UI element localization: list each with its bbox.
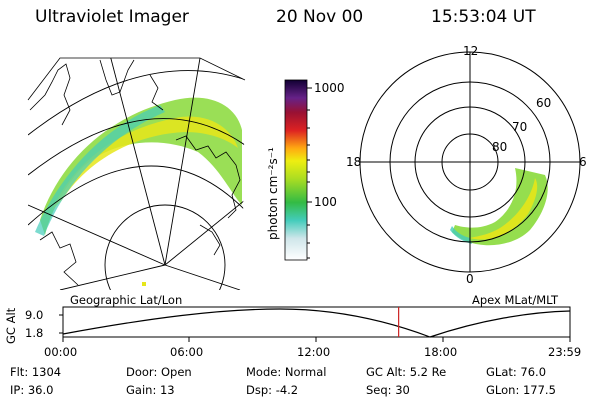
track-axis-title: GC Alt <box>4 307 18 344</box>
lat-label-70: 70 <box>512 120 528 134</box>
status-flt: Flt: 1304 <box>10 365 62 379</box>
polar-plot <box>359 51 581 273</box>
track-ticks <box>59 314 571 342</box>
coastlines <box>29 59 241 286</box>
altitude-curve <box>62 308 571 338</box>
time-tick-0: 00:00 <box>44 345 78 359</box>
colorbar-ticks <box>307 87 312 259</box>
geographic-map <box>28 58 245 290</box>
status-glon: GLon: 177.5 <box>486 383 556 397</box>
aurora-core-polar <box>470 178 538 240</box>
status-mode: Mode: Normal <box>246 365 327 379</box>
time-label: 15:53:04 UT <box>431 7 536 27</box>
aurora-oval-polar <box>452 168 548 246</box>
track-frame <box>62 306 571 338</box>
polar-grid <box>359 51 581 273</box>
status-ip: IP: 36.0 <box>10 383 54 397</box>
altitude-track <box>59 306 571 342</box>
status-dsp: Dsp: -4.2 <box>246 383 299 397</box>
time-tick-2: 12:00 <box>297 345 331 359</box>
map-speck <box>142 282 146 286</box>
status-gain: Gain: 13 <box>126 383 175 397</box>
track-caption-right: Apex MLat/MLT <box>472 293 559 307</box>
colorbar-tick-1000: 1000 <box>314 81 345 95</box>
lat-label-80: 80 <box>492 140 508 154</box>
time-tick-1: 06:00 <box>170 345 204 359</box>
mlt-label-18: 18 <box>346 155 362 169</box>
status-gc-alt: GC Alt: 5.2 Re <box>366 365 447 379</box>
aurora-fringe-polar <box>450 226 472 244</box>
map-frame-top <box>27 57 246 101</box>
lat-label-60: 60 <box>536 96 552 110</box>
alt-tick-low: 1.8 <box>25 326 44 340</box>
track-caption-left: Geographic Lat/Lon <box>70 293 183 307</box>
map-grid-lines <box>28 58 245 290</box>
status-glat: GLat: 76.0 <box>486 365 547 379</box>
alt-tick-high: 9.0 <box>25 308 44 322</box>
aurora-fringe-geo <box>35 105 165 236</box>
mlt-label-0: 0 <box>466 272 474 286</box>
status-door: Door: Open <box>126 365 192 379</box>
colorbar-unit-label: photon cm⁻²s⁻¹ <box>266 147 280 240</box>
time-tick-3: 18:00 <box>424 345 458 359</box>
mlt-label-12: 12 <box>463 44 479 58</box>
time-tick-4: 23:59 <box>548 345 582 359</box>
date-label: 20 Nov 00 <box>276 7 364 27</box>
colorbar <box>284 79 308 261</box>
colorbar-tick-100: 100 <box>314 195 337 209</box>
status-seq: Seq: 30 <box>366 383 410 397</box>
mlt-label-6: 6 <box>579 155 587 169</box>
instrument-title: Ultraviolet Imager <box>35 7 189 27</box>
